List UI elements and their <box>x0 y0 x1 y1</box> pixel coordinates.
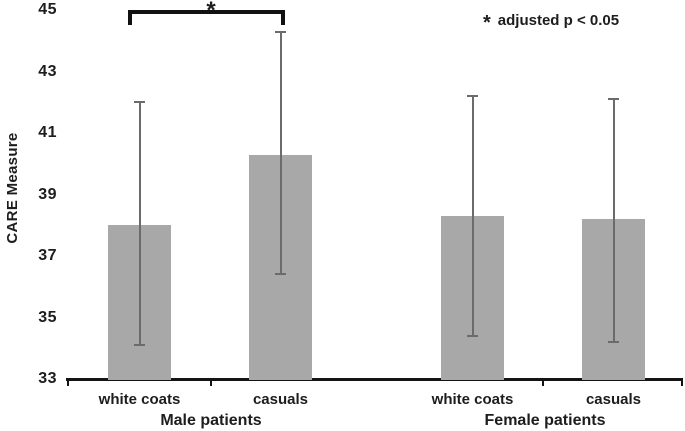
y-tick-label-45: 45 <box>38 1 57 18</box>
y-tick-label-35: 35 <box>38 308 57 326</box>
x-category-label-male-patients-casuals: casuals <box>252 391 309 408</box>
error-bar-cap-top-female-patients-white-coats <box>467 95 478 98</box>
error-bar-line-male-patients-white-coats <box>138 102 141 346</box>
error-bar-cap-bottom-female-patients-casuals <box>608 341 619 344</box>
asterisk-icon: * <box>483 12 491 34</box>
y-tick-label-41: 41 <box>38 124 57 141</box>
y-tick-label-37: 37 <box>38 247 57 264</box>
error-bar-line-female-patients-casuals <box>612 99 615 343</box>
y-tick-label-39: 39 <box>38 185 57 203</box>
x-axis-tick-2 <box>542 380 544 386</box>
x-category-label-female-patients-casuals: casuals <box>585 391 642 408</box>
legend-annotation: * adjusted p < 0.05 <box>483 12 620 34</box>
significance-bracket: * <box>128 0 285 25</box>
x-axis-line <box>66 378 683 381</box>
error-bar-cap-bottom-male-patients-white-coats <box>134 344 145 347</box>
error-bar-cap-top-female-patients-casuals <box>608 98 619 101</box>
error-bar-line-male-patients-casuals <box>279 31 282 275</box>
error-bar-cap-top-male-patients-white-coats <box>134 101 145 104</box>
error-bar-cap-top-male-patients-casuals <box>275 30 286 33</box>
x-axis-tick-0 <box>66 380 69 386</box>
error-bar-line-female-patients-white-coats <box>471 96 474 336</box>
significance-asterisk: * <box>206 0 216 24</box>
x-group-label-male-patients: Male patients <box>160 412 262 429</box>
error-bar-cap-bottom-female-patients-white-coats <box>467 334 478 337</box>
y-tick-label-33: 33 <box>38 370 57 387</box>
x-axis-tick-3 <box>681 380 683 386</box>
x-group-label-female-patients: Female patients <box>484 412 606 429</box>
error-bar-cap-bottom-male-patients-casuals <box>275 273 286 276</box>
legend-text: adjusted p < 0.05 <box>497 12 620 29</box>
x-category-label-female-patients-white-coats: white coats <box>431 391 514 408</box>
x-axis-tick-1 <box>209 380 212 386</box>
x-category-label-male-patients-white-coats: white coats <box>98 391 181 408</box>
y-tick-label-43: 43 <box>38 62 57 80</box>
